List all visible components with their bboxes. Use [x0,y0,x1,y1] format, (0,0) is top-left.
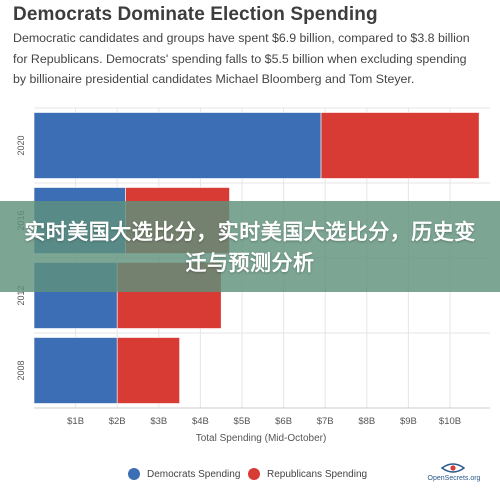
legend-item-democrats: Democrats Spending [128,468,240,480]
chart-subtitle: Democratic candidates and groups have sp… [13,31,470,86]
x-tick-labels: $1B $2B $3B $4B $5B $6B $7B $8B $9B $10B [67,416,461,427]
logo-text: OpenSecrets.org [427,475,481,482]
legend-swatch-republicans [248,468,260,480]
x-tick-label-6: $7B [317,416,334,427]
x-tick-label-3: $4B [192,416,209,427]
x-axis-label: Total Spending (Mid-October) [196,433,327,444]
bar-2020-republicans [320,112,480,179]
x-tick-label-5: $6B [275,416,292,427]
y-tick-label-2020: 2020 [16,135,26,155]
watermark-overlay-banner: 实时美国大选比分，实时美国大选比分，历史变迁与预测分析 [0,201,500,292]
eye-icon [441,463,465,473]
x-tick-label-9: $10B [439,416,461,427]
opensecrets-logo: OpenSecrets.org [424,463,484,485]
legend-item-republicans: Republicans Spending [248,468,367,480]
bar-2008-republicans [116,337,180,404]
y-tick-label-2008: 2008 [16,360,26,380]
bar-2020-democrats [33,112,322,179]
bars [33,112,480,404]
chart-title: Democrats Dominate Election Spending [13,4,378,25]
x-tick-label-1: $2B [109,416,126,427]
overlay-caption: 实时美国大选比分，实时美国大选比分，历史变迁与预测分析 [24,220,476,275]
legend-swatch-democrats [128,468,140,480]
bar-2008-democrats [33,337,118,404]
x-tick-label-7: $8B [358,416,375,427]
x-tick-label-4: $5B [234,416,251,427]
legend-label-democrats: Democrats Spending [147,468,241,480]
legend-label-republicans: Republicans Spending [267,468,368,480]
y-tick-label-2012: 2012 [16,285,26,305]
x-tick-label-8: $9B [400,416,417,427]
x-tick-label-2: $3B [150,416,167,427]
x-tick-label-0: $1B [67,416,84,427]
chart-legend: Democrats Spending Republicans Spending [0,466,500,486]
